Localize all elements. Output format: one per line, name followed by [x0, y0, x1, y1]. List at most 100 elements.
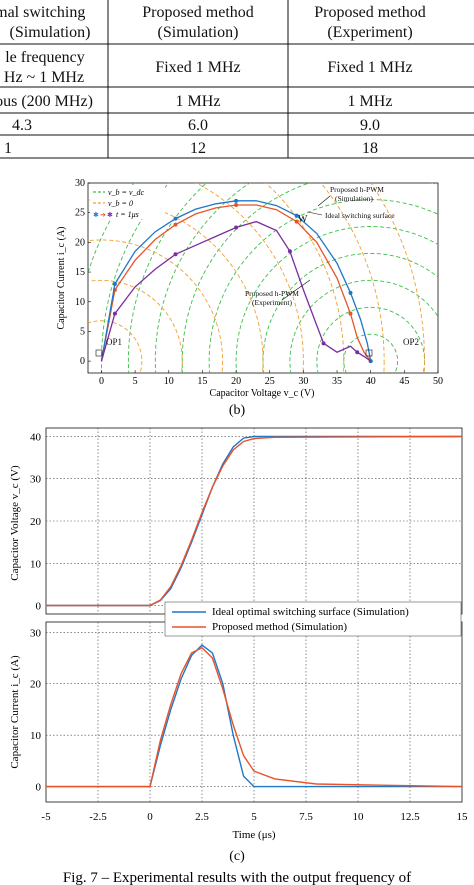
y-tick-label: 40: [30, 431, 42, 443]
x-tick-label: 10: [353, 811, 365, 823]
annotation-sim: (Simulation): [335, 194, 373, 203]
annotation-exp: (Experiment): [252, 298, 292, 307]
x-tick-label: 35: [332, 376, 342, 387]
x-tick-label: 10: [164, 376, 174, 387]
time-legend: Ideal optimal switching surface (Simulat…: [164, 601, 462, 637]
table-cell: 9.0: [360, 117, 380, 134]
contour-vdc: [154, 183, 251, 373]
series-line: [100, 220, 372, 362]
data-point: [234, 225, 239, 230]
contour-vdc: [208, 199, 438, 373]
x-tick-label: 2.5: [195, 811, 209, 823]
table-cell: imal switching: [0, 4, 85, 21]
current-plot-frame: [45, 621, 463, 803]
phase-xlabel: Capacitor Voltage v_c (V): [210, 388, 315, 399]
y-tick-label: 10: [75, 297, 85, 308]
table-cell: Fixed 1 MHz: [327, 59, 412, 76]
series-line: [100, 200, 372, 362]
table-cell: 18: [362, 140, 378, 157]
caption-b: (b): [229, 403, 246, 418]
annotation-exp: Proposed h-PWM: [245, 289, 299, 298]
y-tick-label: 30: [75, 178, 85, 189]
x-tick-label: 20: [231, 376, 241, 387]
annotation-op1: OP1: [106, 337, 122, 347]
data-point: [234, 202, 239, 207]
x-tick-label: 5: [133, 376, 138, 387]
x-tick-label: 0: [147, 811, 153, 823]
series-line: [46, 435, 463, 607]
table-cell: Proposed method: [142, 4, 254, 21]
y-tick-label: 20: [30, 516, 42, 528]
phase-plane-plot: 0 5 10 15 20 25 30 35 40 45 50 0 5 10 15 20 25 30 v_b = v…: [56, 178, 443, 418]
contour-vdc: [343, 333, 399, 373]
y-tick-label: 5: [80, 326, 85, 337]
contour-zero: [370, 183, 425, 373]
y-tick-label: 25: [75, 208, 85, 219]
contour-zero: [88, 239, 224, 373]
table-cell: 1 MHz: [176, 93, 221, 110]
phase-plot-axes: 0 5 10 15 20 25 30 35 40 45 50 0 5 10 15 20 25 30: [75, 178, 443, 387]
caption-c: (c): [229, 849, 245, 864]
x-tick-label: 40: [366, 376, 376, 387]
table-cell: Proposed method: [314, 4, 426, 21]
x-tick-label: 0: [99, 376, 104, 387]
data-point: [294, 219, 299, 224]
annotation-op2: OP2: [403, 337, 419, 347]
time-domain-plots: 0 10 20 30 40 -5 -2.5 0 2.5 5 7.5 10 12.5 15 0 10 20 30 I…: [9, 427, 469, 864]
y-tick-label: 0: [36, 601, 42, 613]
y-tick-label: 0: [80, 356, 85, 367]
table-cell: (Experiment): [327, 24, 412, 41]
contour-vdc: [235, 226, 438, 373]
figure-caption: Fig. 7 – Experimental results with the o…: [63, 870, 411, 885]
x-tick-label: 15: [457, 811, 469, 823]
x-tick-label: 50: [433, 376, 443, 387]
phase-plot-series: [100, 198, 373, 364]
data-point: [112, 311, 117, 316]
legend-item: Proposed method (Simulation): [212, 621, 347, 633]
data-point: [355, 350, 360, 355]
star-marker-icon: ➔: [100, 211, 106, 219]
data-point: [348, 290, 353, 295]
y-tick-label: 30: [30, 627, 42, 639]
contour-zero: [195, 183, 304, 373]
table-cell: 4.3: [12, 117, 32, 134]
legend-item: v_b = 0: [108, 199, 133, 208]
x-tick-label: -5: [41, 811, 51, 823]
data-point: [173, 252, 178, 257]
x-tick-label: 12.5: [400, 811, 420, 823]
table-cell: 12: [190, 140, 206, 157]
data-point: [173, 216, 178, 221]
series-line: [100, 204, 372, 362]
y-tick-label: 30: [30, 474, 42, 486]
table-cell: (Simulation): [158, 24, 239, 41]
y-tick-label: 10: [30, 730, 42, 742]
data-point: [234, 198, 239, 203]
x-tick-label: 5: [251, 811, 257, 823]
contour-zero: [264, 183, 345, 373]
series-line: [46, 644, 462, 788]
data-point: [321, 341, 326, 346]
table-cell: 6.0: [188, 117, 208, 134]
data-point: [173, 222, 178, 227]
y-tick-label: 20: [75, 237, 85, 248]
table-cell: Hz ~ 1 MHz: [4, 69, 84, 86]
y-tick-label: 0: [36, 782, 42, 794]
data-point: [294, 213, 299, 218]
time-series: [46, 435, 463, 788]
table-cell: Fixed 1 MHz: [155, 59, 240, 76]
contour-zero: [88, 320, 143, 373]
phase-legend: v_b = v_dc v_b = 0 ✱ ➔ ✱ t = 1μs: [90, 185, 165, 219]
table-cell: ous (200 MHz): [0, 93, 93, 110]
contour-vdc: [289, 279, 438, 373]
table-cell: (Simulation): [10, 24, 91, 41]
y-tick-label: 10: [30, 558, 42, 570]
x-tick-label: 45: [399, 376, 409, 387]
annotation-sim: Proposed h-PWM: [330, 185, 384, 194]
contour-vdc: [128, 183, 208, 373]
x-tick-label: -2.5: [89, 811, 107, 823]
data-point: [112, 281, 117, 286]
legend-item: t = 1μs: [116, 210, 139, 219]
x-tick-label: 30: [298, 376, 308, 387]
current-ylabel: Capacitor Current i_c (A): [9, 655, 21, 769]
